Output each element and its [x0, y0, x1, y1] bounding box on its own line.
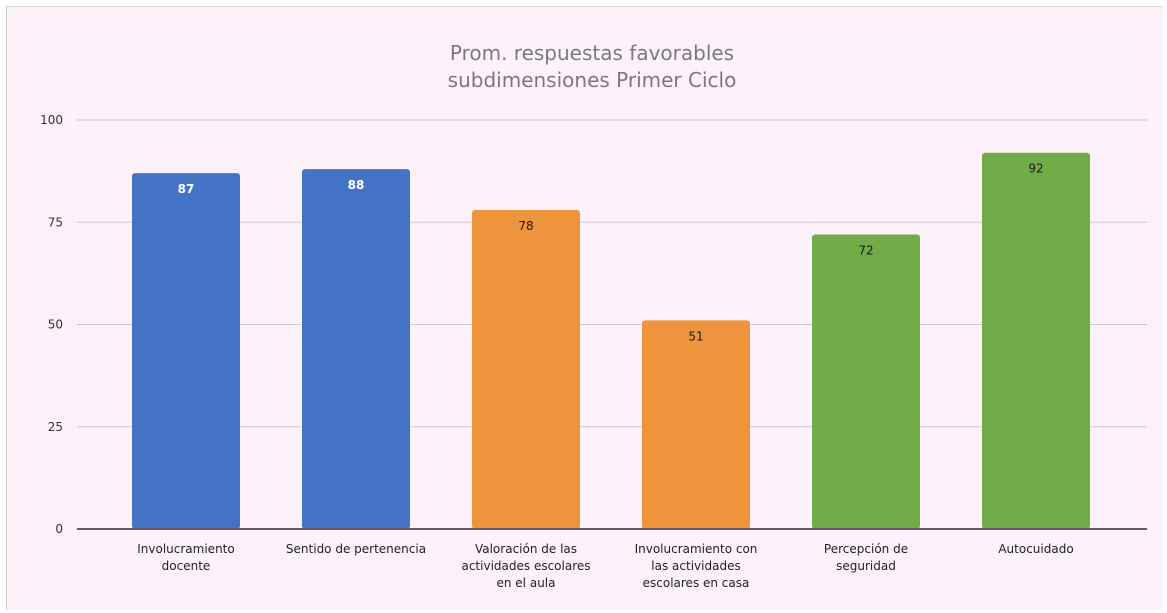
- bars: [132, 152, 1090, 530]
- x-tick-label: actividades escolares: [461, 559, 590, 573]
- bar-value-labels: 87 88 78 51 72 92: [178, 162, 1044, 344]
- chart-title-line-1: Prom. respuestas favorables: [450, 41, 734, 65]
- bar-value-label: 51: [688, 329, 703, 343]
- x-tick-label: Involucramiento: [137, 542, 234, 556]
- x-tick-label: docente: [162, 559, 211, 573]
- bar: [132, 173, 240, 530]
- chart-frame: Prom. respuestas favorables subdimension…: [6, 6, 1163, 610]
- x-tick-label: Sentido de pertenencia: [286, 542, 426, 556]
- y-tick-label: 100: [40, 113, 63, 127]
- bar: [472, 209, 580, 530]
- bar-value-label: 87: [178, 182, 195, 196]
- chart-title-line-2: subdimensiones Primer Ciclo: [448, 68, 737, 92]
- bar: [642, 320, 750, 529]
- bar-value-label: 88: [348, 178, 365, 192]
- bar: [982, 152, 1090, 529]
- x-tick-label: Valoración de las: [475, 542, 577, 556]
- y-axis-tick-labels: 0 25 50 75 100: [40, 113, 63, 536]
- gridlines: [77, 119, 1147, 428]
- y-tick-label: 75: [48, 215, 63, 229]
- x-tick-label: en el aula: [497, 576, 556, 590]
- x-axis-category-labels: Involucramiento docente Sentido de pertene…: [137, 542, 1073, 590]
- bar: [812, 234, 920, 529]
- x-tick-label: seguridad: [836, 559, 896, 573]
- bar: [302, 169, 410, 529]
- bar-value-label: 92: [1028, 162, 1043, 176]
- y-tick-label: 50: [48, 318, 63, 332]
- x-tick-label: Percepción de: [824, 542, 908, 556]
- y-tick-label: 25: [48, 420, 63, 434]
- x-tick-label: Involucramiento con: [635, 542, 758, 556]
- bar-chart: Prom. respuestas favorables subdimension…: [40, 41, 1147, 590]
- x-tick-label: escolares en casa: [643, 576, 750, 590]
- bar-value-label: 78: [518, 219, 533, 233]
- chart-title: Prom. respuestas favorables subdimension…: [448, 41, 737, 92]
- y-tick-label: 0: [55, 522, 63, 536]
- bar-value-label: 72: [858, 244, 873, 258]
- x-tick-label: las actividades: [651, 559, 740, 573]
- x-tick-label: Autocuidado: [998, 542, 1073, 556]
